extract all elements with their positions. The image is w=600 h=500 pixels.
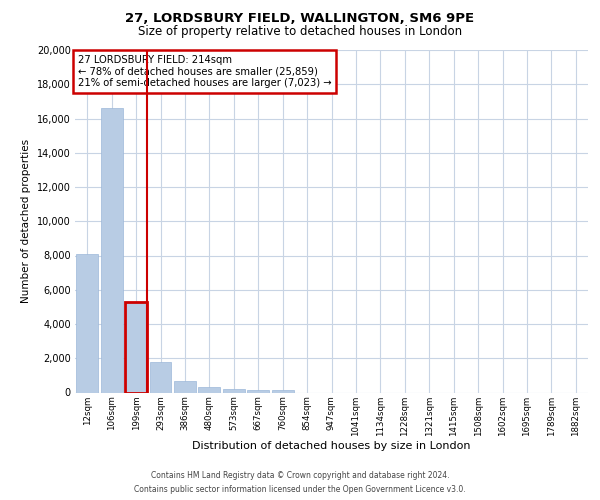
Bar: [174, 382, 196, 392]
Bar: [125, 302, 147, 392]
Text: Size of property relative to detached houses in London: Size of property relative to detached ho…: [138, 25, 462, 38]
Bar: [76, 254, 98, 392]
Bar: [247, 390, 269, 392]
Text: Contains HM Land Registry data © Crown copyright and database right 2024.
Contai: Contains HM Land Registry data © Crown c…: [134, 472, 466, 494]
Text: 27, LORDSBURY FIELD, WALLINGTON, SM6 9PE: 27, LORDSBURY FIELD, WALLINGTON, SM6 9PE: [125, 12, 475, 26]
Bar: [101, 108, 122, 393]
Bar: [199, 387, 220, 392]
Bar: [149, 362, 172, 392]
Bar: [272, 390, 293, 392]
Text: 27 LORDSBURY FIELD: 214sqm
← 78% of detached houses are smaller (25,859)
21% of : 27 LORDSBURY FIELD: 214sqm ← 78% of deta…: [77, 55, 331, 88]
Bar: [223, 389, 245, 392]
X-axis label: Distribution of detached houses by size in London: Distribution of detached houses by size …: [192, 441, 471, 451]
Y-axis label: Number of detached properties: Number of detached properties: [22, 139, 31, 304]
